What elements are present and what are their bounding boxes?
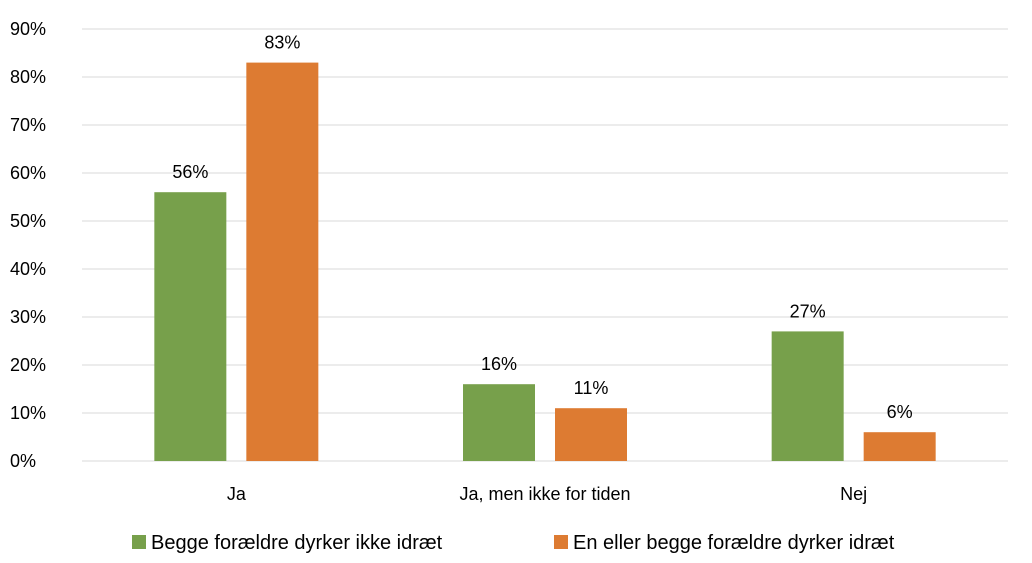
y-tick-label: 20% [10, 355, 46, 375]
data-label: 11% [574, 378, 609, 398]
bar [771, 331, 844, 461]
legend-swatch [132, 535, 146, 549]
legend-swatch [554, 535, 568, 549]
y-tick-label: 0% [10, 451, 36, 471]
x-axis-categories: Ja Ja, men ikke for tiden Nej [227, 484, 867, 504]
y-tick-label: 90% [10, 19, 46, 39]
bar [863, 432, 936, 461]
gridlines [82, 28, 1008, 462]
data-label: 6% [887, 402, 913, 422]
bar [555, 408, 627, 461]
bar [154, 192, 227, 461]
y-tick-label: 60% [10, 163, 46, 183]
bars [154, 62, 936, 461]
y-tick-label: 80% [10, 67, 46, 87]
category-label: Ja [227, 484, 247, 504]
data-labels: 56% 83% 16% 11% 27% 6% [172, 33, 912, 423]
y-tick-label: 10% [10, 403, 46, 423]
data-label: 16% [481, 354, 517, 374]
legend: Begge forældre dyrker ikke idræt En eller… [132, 532, 895, 554]
legend-label: En eller begge forældre dyrker idræt [573, 532, 895, 554]
category-label: Nej [840, 484, 867, 504]
y-tick-label: 30% [10, 307, 46, 327]
y-tick-label: 40% [10, 259, 46, 279]
data-label: 83% [264, 33, 300, 53]
data-label: 56% [172, 162, 208, 182]
category-label: Ja, men ikke for tiden [459, 484, 630, 504]
y-axis-ticks: 0% 10% 20% 30% 40% 50% 60% 70% 80% 90% [10, 19, 46, 471]
y-tick-label: 70% [10, 115, 46, 135]
legend-label: Begge forældre dyrker ikke idræt [151, 532, 443, 554]
bar [463, 384, 535, 461]
y-tick-label: 50% [10, 211, 46, 231]
bar [246, 62, 319, 461]
data-label: 27% [790, 301, 826, 321]
